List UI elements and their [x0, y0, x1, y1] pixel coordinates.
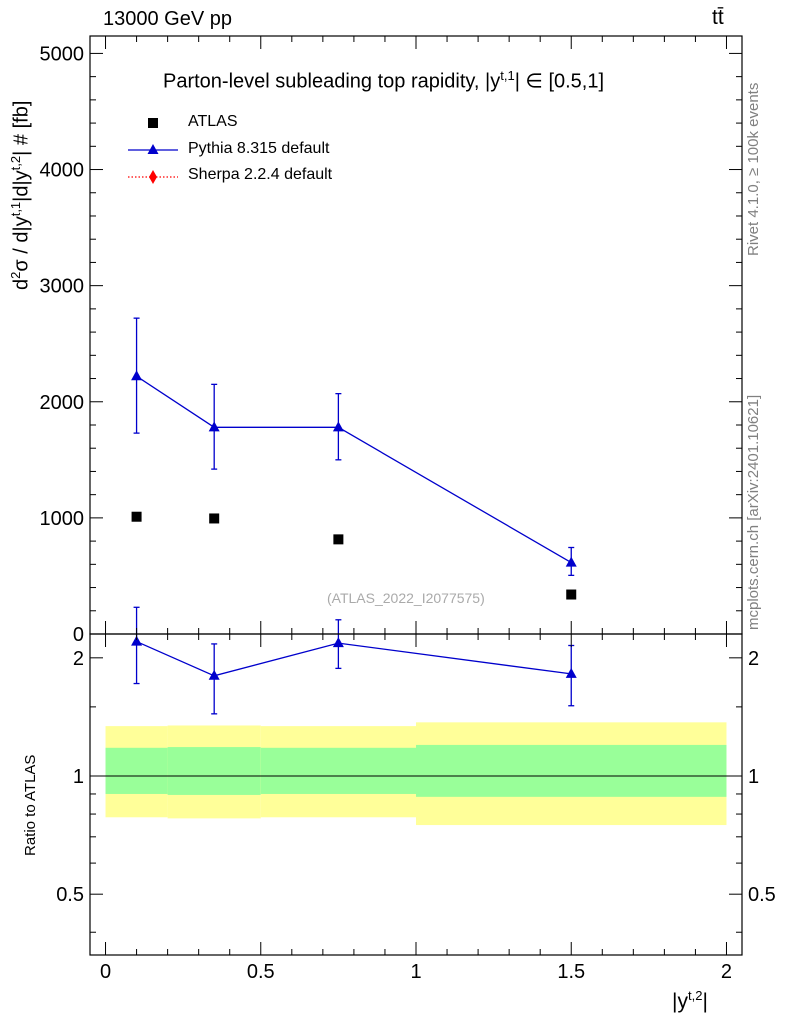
xtick-label-2: 1: [410, 961, 421, 983]
atlas-point-3: [566, 589, 577, 600]
legend-atlas-marker: [148, 118, 158, 128]
chart-title: Parton-level subleading top rapidity, |y…: [163, 68, 604, 94]
chart-title-main: Parton-level subleading top rapidity, |y: [163, 70, 501, 93]
main-ytick-label-1: 1000: [40, 508, 85, 530]
x-label-sup: t,2: [687, 988, 703, 1003]
band-inner-0: [105, 747, 168, 794]
legend-label-atlas: ATLAS: [188, 113, 238, 130]
ratio-ytick-label-1: 1: [73, 766, 84, 788]
mcplots-label: mcplots.cern.ch [arXiv:2401.10621]: [745, 394, 762, 630]
main-ytick-label-2: 2000: [40, 392, 85, 414]
axes: 0 1000 2000 3000 4000 5000 0 0.5 1 1.5 2 0.5 0.5 1 1 2 2: [40, 35, 776, 983]
pythia-main-line: [136, 375, 572, 564]
chart-title-sup: t,1: [500, 68, 515, 83]
ratio-ytick-right-label-0: 0.5: [748, 884, 776, 906]
ratio-y-axis-label: Ratio to ATLAS: [22, 754, 39, 856]
y-label-sq: 2: [8, 271, 23, 279]
legend-label-pythia: Pythia 8.315 default: [188, 140, 330, 157]
y-label-sup2: t,2: [8, 155, 23, 171]
xtick-label-1: 0.5: [247, 961, 275, 983]
xtick-label-4: 2: [721, 961, 732, 983]
chart-title-tail: | ∈ [0.5,1]: [514, 70, 605, 93]
pythia-ratio-point-3: [565, 667, 577, 678]
pythia-ratio-line: [136, 640, 572, 677]
pythia-main-point-0: [131, 370, 143, 381]
x-label-tail: |: [702, 990, 708, 1013]
y-label-tail: | # [fb]: [10, 100, 33, 156]
atlas-point-1: [209, 513, 220, 524]
ratio-ytick-right-label-1: 1: [748, 766, 759, 788]
pythia-ratio-point-1: [208, 669, 220, 680]
pythia-main-point-1: [208, 421, 220, 432]
data-markers: [131, 317, 577, 715]
ratio-ytick-label-2: 2: [73, 648, 84, 670]
ratio-ytick-right-label-2: 2: [748, 648, 759, 670]
analysis-id: (ATLAS_2022_I2077575): [327, 590, 485, 606]
atlas-point-0: [131, 511, 142, 522]
pythia-ratio-point-0: [131, 635, 143, 646]
legend-sherpa-marker: [149, 170, 157, 184]
x-axis-label: |yt,2|: [672, 988, 708, 1014]
band-inner-2: [260, 747, 416, 794]
ratio-uncertainty-bands: [90, 722, 742, 826]
y-label-d: d: [10, 278, 33, 290]
pythia-main-point-2: [332, 421, 344, 432]
legend-label-sherpa: Sherpa 2.2.4 default: [188, 166, 333, 183]
process-label: tt̄: [712, 6, 724, 29]
legend: [128, 118, 178, 184]
x-label-main: |y: [672, 990, 688, 1013]
band-inner-1: [167, 747, 261, 795]
atlas-point-2: [333, 534, 344, 545]
pythia-main-point-3: [565, 556, 577, 567]
energy-label: 13000 GeV pp: [103, 8, 232, 30]
pythia-ratio-point-2: [332, 637, 344, 648]
main-ytick-label-5: 5000: [40, 43, 85, 65]
main-ytick-label-0: 0: [73, 624, 84, 646]
main-y-axis-label: d2σ / d|yt,1|d|yt,2| # [fb]: [8, 101, 34, 290]
y-label-sup1: t,1: [8, 201, 23, 217]
xtick-label-0: 0: [100, 961, 111, 983]
y-label-mid: |d|y: [10, 170, 33, 202]
xtick-label-3: 1.5: [557, 961, 585, 983]
ratio-ytick-label-0: 0.5: [56, 884, 84, 906]
data-lines: [136, 375, 572, 677]
main-ytick-label-4: 4000: [40, 160, 85, 182]
y-label-sigma: σ / d|y: [10, 216, 33, 272]
main-ytick-label-3: 3000: [40, 276, 85, 298]
band-inner-3: [416, 744, 727, 797]
rivet-label: Rivet 4.1.0, ≥ 100k events: [745, 82, 762, 256]
legend-pythia-marker: [147, 144, 159, 154]
